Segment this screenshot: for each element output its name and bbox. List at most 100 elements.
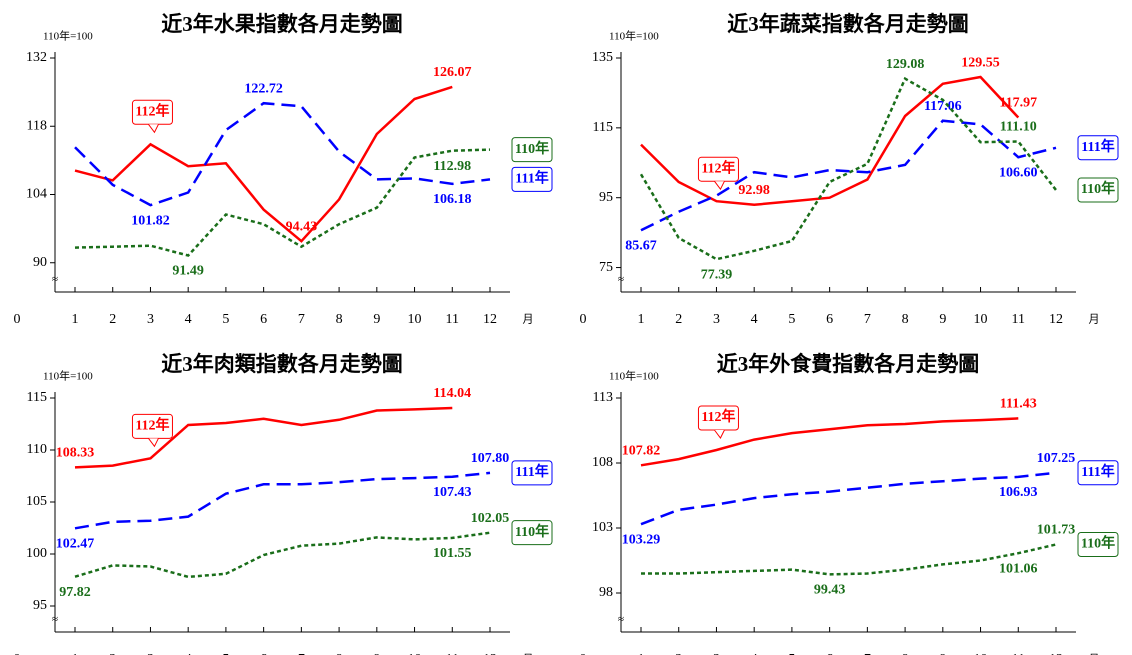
value-label: 101.73 — [1037, 523, 1076, 538]
x-tick-label: 1 — [72, 312, 79, 327]
y-tick-label: 118 — [27, 118, 47, 133]
value-label: 102.05 — [471, 511, 510, 526]
axis-break: ≈ — [52, 614, 58, 626]
value-label: 122.72 — [244, 81, 283, 96]
legend-box — [1077, 460, 1119, 486]
value-label: 103.29 — [622, 532, 661, 547]
value-label: 126.07 — [433, 65, 472, 80]
value-label: 77.39 — [701, 267, 733, 282]
x-tick-label: 10 — [974, 312, 988, 327]
y-tick-label: 113 — [593, 390, 613, 405]
x-tick-label: 11 — [446, 652, 459, 655]
axis-break: ≈ — [618, 614, 624, 626]
x-tick-label: 5 — [788, 652, 795, 655]
legend-label: 111年 — [515, 463, 548, 480]
x-tick-label: 11 — [446, 312, 459, 327]
chart-title: 近3年水果指數各月走勢圖 — [161, 12, 403, 36]
x-tick-label: 9 — [939, 652, 946, 655]
series-line — [74, 471, 491, 530]
legend-box — [511, 166, 553, 192]
x-tick-label: 1 — [72, 652, 79, 655]
x-tick-label: 10 — [974, 652, 988, 655]
legend-label: 110年 — [515, 140, 549, 157]
series-line — [641, 543, 1057, 576]
series-line — [639, 76, 1057, 261]
axis-break: ≈ — [52, 274, 58, 286]
chart-title: 近3年外食費指數各月走勢圖 — [717, 352, 980, 376]
x-tick-label: 5 — [222, 652, 229, 655]
value-label: 102.47 — [56, 537, 95, 552]
x-tick-label: 1 — [638, 652, 645, 655]
series-line — [74, 148, 491, 257]
value-label: 106.60 — [999, 165, 1038, 180]
legend-box — [511, 137, 553, 163]
x-tick-label: 10 — [408, 312, 422, 327]
series-line — [640, 417, 1019, 467]
x-tick-label: 12 — [483, 652, 497, 655]
x-tick-label: 2 — [109, 652, 116, 655]
x-tick-label: 3 — [147, 312, 154, 327]
y-tick-label: 115 — [27, 390, 47, 405]
x-tick-label: 4 — [751, 312, 758, 327]
y-tick-label: 100 — [26, 546, 47, 561]
value-label: 129.08 — [886, 57, 925, 72]
value-label: 111.10 — [1000, 120, 1037, 135]
value-label: 101.06 — [999, 561, 1038, 576]
value-label: 106.93 — [999, 485, 1038, 500]
series-line — [640, 75, 1020, 207]
value-label: 107.25 — [1037, 451, 1076, 466]
chart-title: 近3年肉類指數各月走勢圖 — [161, 352, 403, 376]
value-label: 108.33 — [56, 446, 95, 461]
y-tick-label: 135 — [592, 50, 613, 65]
callout-pointer — [714, 180, 725, 191]
series-line — [74, 406, 453, 469]
x-tick-label: 6 — [260, 652, 267, 655]
y-tick-label: 110 — [27, 442, 47, 457]
series-line — [640, 119, 1057, 232]
legend-label: 111年 — [1081, 463, 1114, 480]
legend-label: 110年 — [515, 523, 549, 540]
legend-label: 112年 — [701, 159, 735, 176]
legend-box — [511, 460, 553, 486]
y-tick-label: 132 — [26, 50, 47, 65]
x-tick-label: 7 — [298, 312, 305, 327]
x-tick-label: 12 — [1049, 652, 1063, 655]
x-tick-label: 10 — [408, 652, 422, 655]
value-label: 107.80 — [471, 451, 510, 466]
y-tick-label: 104 — [26, 187, 47, 202]
value-label: 91.49 — [172, 264, 204, 279]
y-tick-label: 108 — [592, 455, 613, 470]
unit-label: 110年=100 — [609, 29, 659, 43]
value-label: 107.82 — [622, 444, 661, 459]
y-tick-label: 95 — [33, 598, 47, 613]
callout-pointer — [714, 429, 725, 439]
x-tick-label: 6 — [260, 312, 267, 327]
origin-label: 0 — [580, 312, 587, 327]
x-tick-label: 5 — [222, 312, 229, 327]
value-label: 97.82 — [59, 585, 91, 600]
y-tick-label: 95 — [599, 190, 613, 205]
x-tick-label: 9 — [373, 312, 380, 327]
value-label: 85.67 — [625, 239, 657, 254]
x-unit: 月 — [523, 314, 534, 326]
value-label: 92.98 — [738, 183, 770, 198]
y-tick-label: 103 — [592, 520, 613, 535]
x-unit: 月 — [1089, 314, 1100, 326]
origin-label: 0 — [14, 312, 21, 327]
x-tick-label: 11 — [1012, 312, 1025, 327]
x-tick-label: 8 — [336, 652, 343, 655]
x-tick-label: 2 — [675, 652, 682, 655]
chart-title: 近3年蔬菜指數各月走勢圖 — [727, 12, 969, 36]
unit-label: 110年=100 — [43, 29, 93, 43]
line-chart: 近3年肉類指數各月走勢圖110年=100≈0月95100105110115123… — [14, 352, 553, 655]
axis-break: ≈ — [618, 274, 624, 286]
x-tick-label: 8 — [902, 652, 909, 655]
x-tick-label: 6 — [826, 652, 833, 655]
value-label: 94.43 — [286, 219, 318, 234]
value-label: 111.43 — [1000, 397, 1037, 412]
x-tick-label: 3 — [713, 652, 720, 655]
callout-pointer — [148, 123, 159, 134]
legend-label: 111年 — [515, 170, 548, 187]
